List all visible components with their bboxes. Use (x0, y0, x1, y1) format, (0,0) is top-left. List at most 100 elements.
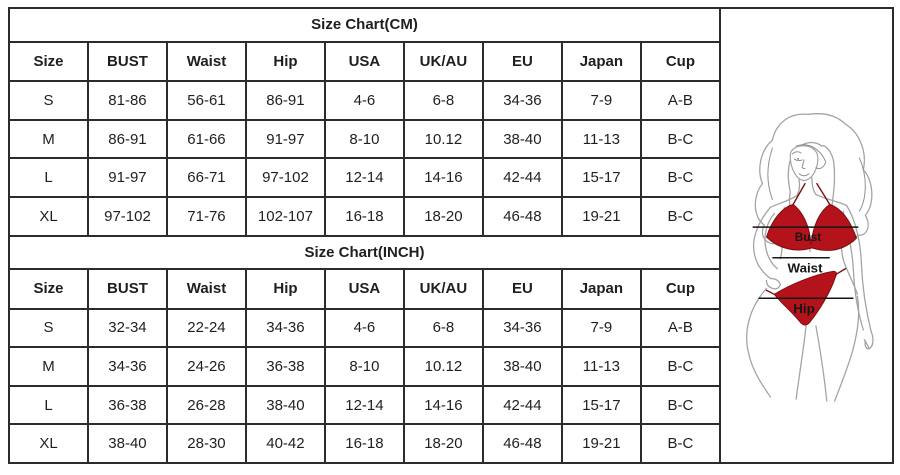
table-row: L 36-38 26-28 38-40 12-14 14-16 42-44 15… (8, 384, 722, 426)
table-cell: 46-48 (481, 195, 563, 237)
left-arm-inner (764, 212, 778, 270)
neck (796, 179, 801, 197)
table-cell: M (8, 346, 89, 387)
table-cell: 18-20 (402, 195, 484, 237)
table-cell: 18-20 (402, 423, 484, 464)
table-cell: 24-26 (165, 346, 247, 387)
face (789, 145, 819, 182)
table-cell: 28-30 (165, 423, 247, 464)
table-cell: 61-66 (165, 118, 247, 160)
table-cell: 16-18 (323, 195, 405, 237)
table-cell: 26-28 (165, 384, 247, 426)
pupil (797, 157, 800, 160)
table-cell: 40-42 (244, 423, 326, 464)
table-cell: 14-16 (402, 157, 484, 198)
hair-bang (795, 144, 827, 170)
table-cell: 46-48 (481, 423, 563, 464)
size-chart-table: Size Chart(CM) Size BUST Waist Hip USA U… (8, 7, 722, 464)
table-cell: 12-14 (323, 157, 405, 198)
table-row: S 32-34 22-24 34-36 4-6 6-8 34-36 7-9 A-… (8, 307, 722, 349)
left-leg-outer (746, 287, 772, 398)
table-cell: 97-102 (244, 157, 326, 198)
waist-label: Waist (787, 261, 823, 276)
column-header: USA (323, 268, 405, 310)
shoulder (769, 194, 798, 208)
column-header: BUST (86, 268, 168, 310)
table-row: Size Chart(INCH) (8, 234, 721, 271)
column-header: Cup (639, 268, 722, 310)
table-cell: 91-97 (86, 157, 168, 198)
table-cell: 14-16 (402, 384, 484, 426)
nose (801, 159, 806, 170)
column-header: UK/AU (402, 40, 484, 83)
table-cell: 34-36 (481, 80, 563, 121)
table-cell: 7-9 (560, 307, 642, 349)
table-cell: 86-91 (86, 118, 168, 160)
table-cell: 38-40 (481, 118, 563, 160)
table-cell: 4-6 (323, 80, 405, 121)
table-row: Size Chart(CM) (8, 7, 721, 43)
table-cell: A-B (639, 307, 722, 349)
table-row: L 91-97 66-71 97-102 12-14 14-16 42-44 1… (8, 157, 722, 198)
table-cell: XL (8, 423, 89, 464)
size-chart-sheet: Size Chart(CM) Size BUST Waist Hip USA U… (8, 7, 894, 464)
table-cell: 15-17 (560, 157, 642, 198)
table-cell: 8-10 (323, 118, 405, 160)
bikini-bottom-string (834, 267, 847, 276)
table-cell: 36-38 (244, 346, 326, 387)
column-header: Waist (165, 40, 247, 83)
column-header: Japan (560, 268, 642, 310)
bust-label: Bust (795, 230, 821, 244)
table-cell: 34-36 (244, 307, 326, 349)
hair-strand (858, 157, 866, 212)
table-cell: XL (8, 195, 89, 237)
woman-illustration: Bust Waist Hip (746, 113, 874, 402)
table-cell: 81-86 (86, 80, 168, 121)
measurement-figure-panel: Bust Waist Hip (721, 7, 894, 464)
table-cell: 22-24 (165, 307, 247, 349)
right-leg-outer (834, 295, 860, 402)
table-cell: 15-17 (560, 384, 642, 426)
table-cell: 11-13 (560, 118, 642, 160)
table-cell: 38-40 (481, 346, 563, 387)
column-header: USA (323, 40, 405, 83)
table-cell: 91-97 (244, 118, 326, 160)
neck (811, 177, 817, 196)
column-header: Hip (244, 40, 326, 83)
table-cell: 32-34 (86, 307, 168, 349)
table-cell: M (8, 118, 89, 160)
table-cell: 6-8 (402, 80, 484, 121)
table-cell: 8-10 (323, 346, 405, 387)
shoulder (815, 193, 848, 206)
table-cell: 4-6 (323, 307, 405, 349)
table-cell: 102-107 (244, 195, 326, 237)
column-header: Hip (244, 268, 326, 310)
table-cell: B-C (639, 195, 722, 237)
table-cell: S (8, 80, 89, 121)
table-cell: A-B (639, 80, 722, 121)
table-cell: 86-91 (244, 80, 326, 121)
table-cell: B-C (639, 346, 722, 387)
table-cell: 7-9 (560, 80, 642, 121)
hip-label: Hip (793, 301, 814, 316)
table-cell: 66-71 (165, 157, 247, 198)
column-header: EU (481, 40, 563, 83)
table-cell: 11-13 (560, 346, 642, 387)
table-cell: 10.12 (402, 346, 484, 387)
table-cell: 6-8 (402, 307, 484, 349)
table-cell: 71-76 (165, 195, 247, 237)
column-header: UK/AU (402, 268, 484, 310)
lips (798, 173, 810, 177)
table-cell: 42-44 (481, 384, 563, 426)
table-cell: 38-40 (86, 423, 168, 464)
table-cell: 19-21 (560, 195, 642, 237)
table-cell: B-C (639, 423, 722, 464)
table-cell: 38-40 (244, 384, 326, 426)
cm-table-title: Size Chart(CM) (8, 7, 721, 43)
table-cell: L (8, 384, 89, 426)
table-row: XL 38-40 28-30 40-42 16-18 18-20 46-48 1… (8, 423, 722, 464)
table-row: XL 97-102 71-76 102-107 16-18 18-20 46-4… (8, 195, 722, 237)
right-hand (863, 331, 874, 350)
column-header: Size (8, 40, 89, 83)
table-row: M 34-36 24-26 36-38 8-10 10.12 38-40 11-… (8, 346, 722, 387)
